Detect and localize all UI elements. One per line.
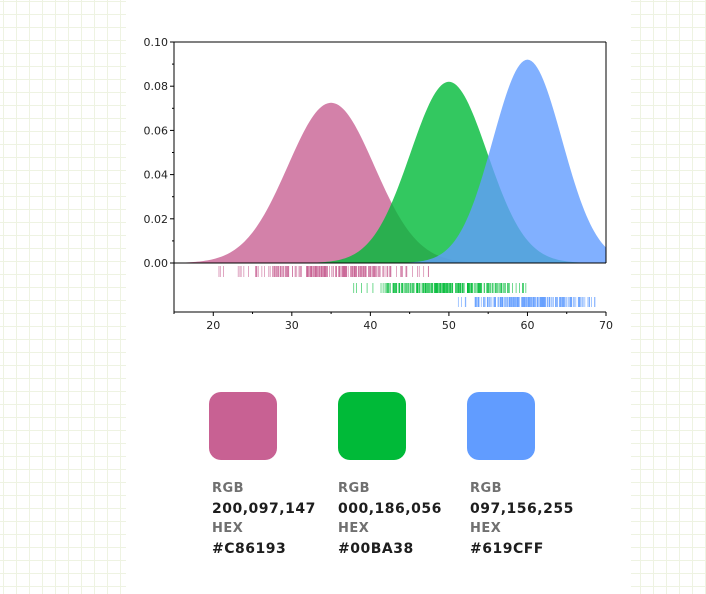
x-tick-label: 40 <box>363 319 377 332</box>
x-tick-label: 70 <box>599 319 613 332</box>
y-tick-label: 0.08 <box>144 80 169 93</box>
hex-value: #619CFF <box>470 541 544 557</box>
swatch-green <box>338 392 406 460</box>
y-tick-label: 0.00 <box>144 257 169 270</box>
x-tick-label: 20 <box>206 319 220 332</box>
rgb-value: 097,156,255 <box>470 501 574 517</box>
y-tick-label: 0.06 <box>144 124 169 137</box>
rgb-key: RGB <box>338 481 371 496</box>
rgb-value: 200,097,147 <box>212 501 316 517</box>
x-tick-label: 30 <box>285 319 299 332</box>
rgb-key: RGB <box>470 481 503 496</box>
swatch-pink <box>209 392 277 460</box>
density-area-619CFF <box>174 59 606 264</box>
rgb-value: 000,186,056 <box>338 501 442 517</box>
swatch-blue <box>467 392 535 460</box>
density-area-C86193 <box>174 102 606 263</box>
color-info-green: RGB 000,186,056 HEX #00BA38 <box>338 479 442 559</box>
y-tick-label: 0.10 <box>144 36 169 49</box>
hex-key: HEX <box>470 521 502 536</box>
x-tick-label: 60 <box>520 319 534 332</box>
rgb-key: RGB <box>212 481 245 496</box>
y-tick-label: 0.02 <box>144 213 169 226</box>
hex-key: HEX <box>338 521 370 536</box>
hex-value: #00BA38 <box>338 541 414 557</box>
color-info-blue: RGB 097,156,255 HEX #619CFF <box>470 479 574 559</box>
x-tick-label: 50 <box>442 319 456 332</box>
y-tick-label: 0.04 <box>144 169 169 182</box>
hex-key: HEX <box>212 521 244 536</box>
hex-value: #C86193 <box>212 541 287 557</box>
color-info-pink: RGB 200,097,147 HEX #C86193 <box>212 479 316 559</box>
